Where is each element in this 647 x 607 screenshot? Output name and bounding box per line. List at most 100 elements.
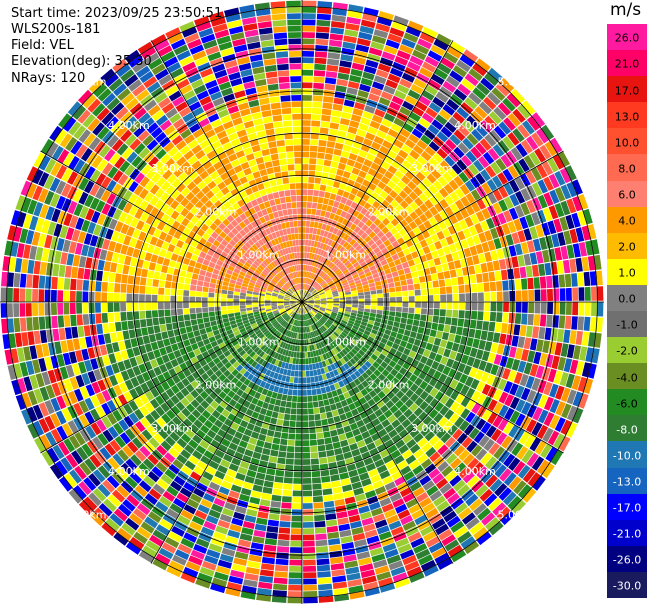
gate-cell <box>183 339 191 347</box>
gate-cell <box>327 455 336 463</box>
gate-cell <box>422 61 436 73</box>
gate-cell <box>167 266 175 275</box>
gate-cell <box>344 271 351 277</box>
gate-cell <box>407 284 414 291</box>
gate-cell <box>339 60 352 68</box>
gate-cell <box>320 121 330 128</box>
gate-cell <box>403 470 415 481</box>
gate-cell <box>489 460 502 474</box>
gate-cell <box>484 115 498 129</box>
gate-cell <box>313 502 324 509</box>
gate-cell <box>483 438 495 452</box>
gate-cell <box>493 402 504 415</box>
gate-cell <box>33 330 41 345</box>
gate-cell <box>179 327 187 335</box>
gate-cell <box>309 151 318 158</box>
gate-cell <box>337 262 344 269</box>
gate-cell <box>377 390 386 399</box>
gate-cell <box>515 190 526 204</box>
gate-cell <box>383 185 393 195</box>
gate-cell <box>405 154 416 165</box>
gate-cell <box>452 309 459 318</box>
gate-cell <box>274 476 284 483</box>
gate-cell <box>344 289 351 293</box>
gate-cell <box>376 464 388 474</box>
gate-cell <box>438 187 449 198</box>
gate-cell <box>307 271 310 278</box>
gate-cell <box>395 381 405 390</box>
gate-cell <box>503 453 516 468</box>
gate-cell <box>323 494 334 502</box>
gate-cell <box>316 558 330 566</box>
gate-cell <box>280 514 291 522</box>
gate-cell <box>478 435 490 448</box>
gate-cell <box>387 277 394 284</box>
gate-cell <box>429 451 441 463</box>
gate-cell <box>516 445 529 460</box>
gate-cell <box>486 179 498 192</box>
gate-cell <box>478 302 484 311</box>
gate-cell <box>346 375 354 383</box>
gate-cell <box>418 371 427 380</box>
gate-cell <box>347 10 363 19</box>
gate-cell <box>549 414 561 430</box>
gate-cell <box>448 368 457 379</box>
gate-cell <box>377 293 384 298</box>
gate-cell <box>277 457 286 465</box>
gate-cell <box>305 306 310 312</box>
gate-cell <box>416 139 428 150</box>
gate-cell <box>448 333 456 342</box>
gate-cell <box>475 124 488 137</box>
gate-cell <box>583 316 591 331</box>
gate-cell <box>19 288 26 302</box>
gate-cell <box>413 407 424 417</box>
gate-cell <box>435 114 448 126</box>
gate-cell <box>337 162 346 171</box>
gate-cell <box>349 422 359 431</box>
gate-cell <box>262 448 271 456</box>
gate-cell <box>440 356 449 366</box>
gate-cell <box>337 344 344 351</box>
gate-cell <box>309 246 314 253</box>
gate-cell <box>322 250 328 258</box>
gate-cell <box>342 339 349 346</box>
gate-cell <box>440 432 452 444</box>
gate-cell <box>366 323 374 329</box>
gate-cell <box>382 217 391 226</box>
gate-cell <box>185 326 193 333</box>
gate-cell <box>490 250 499 261</box>
gate-cell <box>318 310 324 315</box>
gate-cell <box>433 439 444 451</box>
gate-cell <box>443 51 459 64</box>
gate-cell <box>468 163 480 176</box>
gate-cell <box>348 279 355 284</box>
gate-cell <box>342 317 349 322</box>
gate-cell <box>499 236 508 248</box>
gate-cell <box>414 514 428 526</box>
gate-cell <box>187 331 195 339</box>
gate-cell <box>302 25 316 32</box>
gate-cell <box>514 205 525 218</box>
gate-cell <box>440 294 447 302</box>
gate-cell <box>538 327 546 340</box>
gate-cell <box>469 367 478 378</box>
gate-cell <box>265 532 278 540</box>
gate-cell <box>329 33 344 41</box>
gate-cell <box>444 386 454 397</box>
gate-cell <box>324 211 331 219</box>
gate-cell <box>404 95 418 106</box>
gate-cell <box>326 260 332 267</box>
gate-cell <box>317 444 326 452</box>
gate-cell <box>260 563 275 571</box>
gate-cell <box>427 79 442 91</box>
gate-cell <box>389 190 398 199</box>
gate-cell <box>420 525 434 537</box>
gate-cell <box>305 277 307 284</box>
gate-cell <box>272 488 283 496</box>
gate-cell <box>411 509 425 520</box>
gate-cell <box>331 480 342 488</box>
gate-cell <box>126 293 133 302</box>
gate-cell <box>312 273 316 280</box>
gate-cell <box>384 481 396 491</box>
gate-cell <box>444 539 460 552</box>
